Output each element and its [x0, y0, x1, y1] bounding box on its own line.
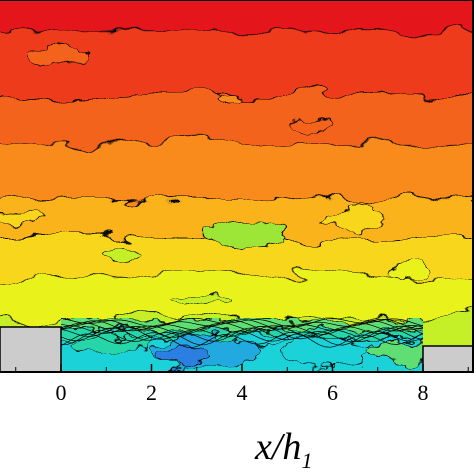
x-tick-label-0: 0 — [56, 380, 67, 405]
x-tick-label-2: 2 — [146, 380, 157, 405]
contour-island-8 — [387, 262, 433, 278]
recirc-blob-4 — [69, 334, 151, 356]
contour-island-5 — [324, 210, 386, 230]
recirc-blob-1 — [154, 346, 216, 366]
x-axis-ticks: 0 2 4 6 8 — [15, 364, 469, 405]
contour-band-1 — [0, 30, 474, 107]
shear-contour-0 — [61, 318, 423, 328]
x-axis-label: x/h1 — [254, 426, 312, 473]
contour-island-0 — [29, 45, 91, 65]
contour-island-7 — [169, 293, 231, 307]
contour-island-3 — [204, 222, 286, 248]
upstream-step — [0, 326, 62, 373]
contour-island-2 — [217, 93, 243, 103]
shear-contour-8 — [61, 331, 423, 348]
downstream-step — [422, 345, 474, 373]
x-tick-label-6: 6 — [327, 380, 338, 405]
contour-island-1 — [287, 116, 333, 134]
recirc-blob-3 — [369, 339, 423, 365]
contour-island-6 — [0, 209, 47, 227]
shear-contour-4 — [61, 324, 423, 338]
shear-contour-1 — [61, 318, 423, 330]
contour-island-4 — [101, 247, 139, 263]
x-tick-label-8: 8 — [418, 380, 429, 405]
shear-contour-6 — [61, 327, 423, 342]
step-blocks — [0, 326, 474, 373]
plot-frame — [0, 0, 474, 373]
recirc-blob-5 — [233, 332, 287, 348]
shear-contour-7 — [61, 330, 423, 346]
x-tick-label-4: 4 — [237, 380, 248, 405]
